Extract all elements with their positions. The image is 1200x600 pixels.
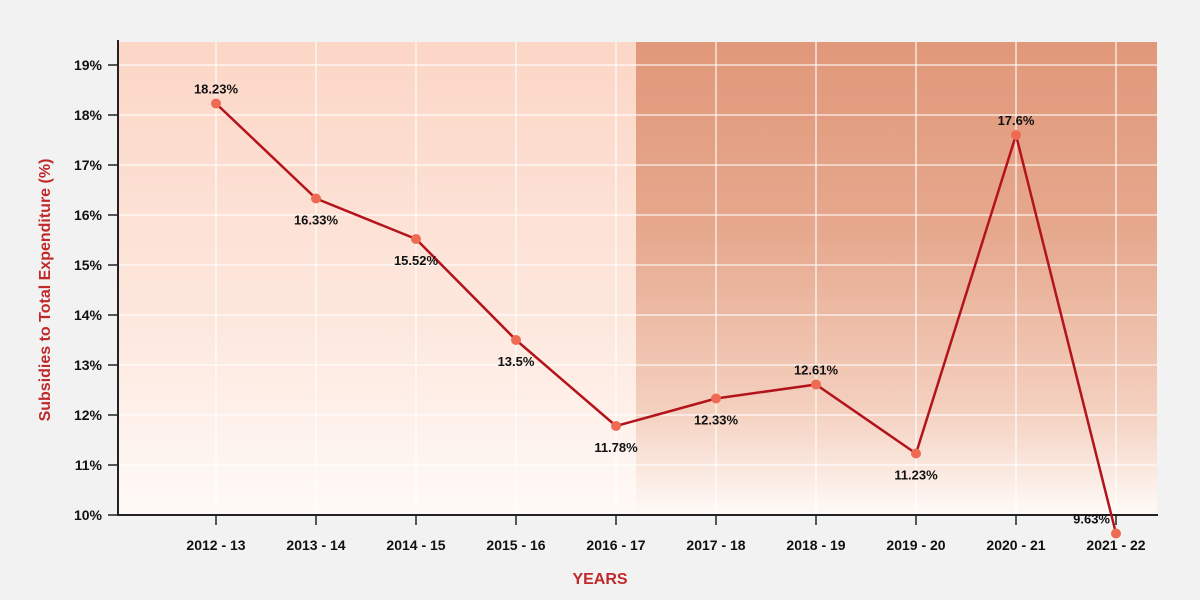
y-tick-label: 13%	[74, 357, 103, 373]
x-tick-label: 2016 - 17	[586, 537, 645, 553]
data-point	[911, 448, 921, 459]
data-point	[711, 393, 721, 404]
data-label: 17.6%	[998, 113, 1035, 128]
x-tick-label: 2021 - 22	[1086, 537, 1145, 553]
y-tick-label: 12%	[74, 407, 103, 423]
data-label: 13.5%	[498, 354, 535, 369]
plot-background-right	[636, 42, 1157, 514]
y-tick-label: 11%	[75, 457, 103, 473]
data-label: 11.23%	[894, 468, 938, 483]
series-markers	[211, 98, 1121, 539]
x-tick-label: 2019 - 20	[886, 537, 945, 553]
y-tick-label: 10%	[74, 507, 103, 523]
data-point	[411, 234, 421, 244]
data-label: 18.23%	[194, 82, 239, 97]
data-label: 16.33%	[294, 213, 339, 228]
data-point	[611, 421, 621, 431]
x-axis-ticks: 2012 - 13 2013 - 14 2014 - 15 2015 - 16 2016…	[186, 515, 1146, 553]
y-axis-ticks: 10% 11% 12% 13% 14% 15% 16% 17% 18% 19%	[74, 57, 118, 523]
data-label: 12.61%	[794, 363, 839, 378]
y-tick-label: 18%	[74, 107, 103, 123]
x-tick-label: 2018 - 19	[786, 537, 845, 553]
y-tick-label: 19%	[74, 57, 103, 73]
data-point	[811, 379, 821, 390]
data-point	[1111, 528, 1121, 539]
data-point	[511, 335, 521, 345]
data-point	[211, 98, 221, 109]
y-tick-label: 15%	[74, 257, 103, 273]
data-label: 12.33%	[694, 413, 739, 428]
data-label: 15.52%	[394, 253, 439, 268]
data-label: 11.78%	[594, 440, 638, 455]
x-axis-label: YEARS	[572, 571, 627, 588]
y-tick-label: 17%	[74, 157, 103, 173]
data-labels: 18.23% 16.33% 15.52% 13.5% 11.78% 12.33% 12.61…	[194, 82, 1110, 527]
y-tick-label: 16%	[74, 207, 103, 223]
x-tick-label: 2012 - 13	[186, 537, 245, 553]
data-label: 9.63%	[1073, 512, 1110, 527]
x-tick-label: 2015 - 16	[486, 537, 545, 553]
y-axis-label: Subsidies to Total Expenditure (%)	[37, 159, 54, 422]
x-tick-label: 2017 - 18	[686, 537, 745, 553]
plot-background-left	[118, 42, 636, 514]
series-line	[215, 102, 1118, 534]
data-point	[1011, 130, 1021, 140]
x-tick-label: 2020 - 21	[986, 537, 1045, 553]
x-tick-label: 2013 - 14	[286, 537, 345, 553]
y-tick-label: 14%	[74, 307, 103, 323]
x-tick-label: 2014 - 15	[386, 537, 445, 553]
grid-lines	[118, 42, 1157, 516]
data-point	[311, 193, 321, 204]
